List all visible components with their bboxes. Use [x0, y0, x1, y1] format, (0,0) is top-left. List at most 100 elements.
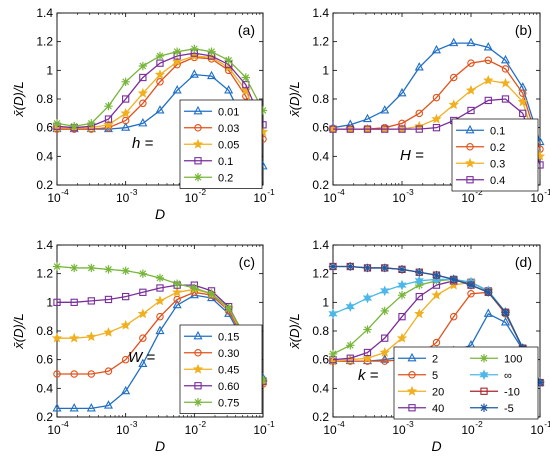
data-point	[518, 89, 527, 98]
data-point	[381, 125, 389, 133]
x-tick-exponent: -3	[406, 419, 414, 429]
legend-box	[393, 346, 539, 420]
data-point	[70, 298, 78, 306]
data-point	[448, 99, 459, 110]
x-tick-exponent: -2	[199, 419, 207, 429]
data-point	[346, 262, 355, 271]
data-point	[53, 370, 61, 378]
legend-entry: 0.60	[184, 381, 239, 393]
legend-label: 0.4	[490, 175, 505, 187]
data-point	[172, 85, 182, 94]
y-tick-label: 0.2	[36, 178, 53, 192]
data-point	[500, 317, 510, 326]
data-point	[258, 106, 268, 115]
legend-label: 0.1	[490, 125, 505, 137]
data-point	[432, 338, 441, 347]
legend-box	[451, 118, 539, 192]
data-point	[363, 348, 372, 357]
data-point	[414, 308, 425, 319]
data-point	[103, 327, 114, 337]
x-tick-label: 10	[392, 423, 406, 437]
data-point	[363, 125, 372, 133]
data-point	[465, 85, 477, 95]
legend-marker	[464, 157, 476, 168]
legend-title: H =	[400, 147, 424, 164]
panel-b: 0.20.40.60.811.21.410 -4 10 -3 10 -2 10 -1x̄(D)…	[287, 6, 550, 205]
y-tick-label: 1.4	[312, 238, 329, 252]
legend: 0.15 0.30 0.45 0.60 0.75	[179, 324, 263, 414]
legend-entry: 0.2	[456, 142, 505, 154]
data-point	[380, 105, 390, 114]
y-tick-label: 0.8	[36, 92, 53, 106]
legend-label: 20	[432, 386, 444, 398]
data-point	[241, 73, 251, 82]
x-tick-exponent: -4	[61, 187, 69, 197]
x-tick-label: 10	[323, 423, 337, 437]
data-point	[346, 125, 354, 133]
y-tick-label: 0.6	[312, 121, 329, 135]
data-point	[138, 118, 148, 127]
series-0.4	[329, 95, 544, 169]
data-point	[381, 334, 389, 342]
data-point	[207, 47, 216, 56]
y-tick-label: 1.2	[312, 267, 329, 281]
data-point	[517, 96, 528, 107]
data-point	[346, 341, 355, 350]
legend-title: W =	[128, 349, 155, 366]
y-tick-label: 1	[322, 295, 329, 309]
data-point	[501, 65, 510, 73]
data-point	[380, 263, 389, 273]
data-point	[414, 275, 424, 287]
data-point	[156, 78, 164, 86]
legend-entry: 0.30	[184, 348, 239, 360]
panel-d: 0.20.40.60.811.21.410 -4 10 -3 10 -2 10 -1Dx̄(D…	[287, 238, 550, 454]
x-tick-label: 10	[185, 191, 199, 205]
legend-label: -5	[504, 403, 514, 415]
data-point	[104, 115, 113, 123]
x-tick-label: 10	[185, 423, 199, 437]
data-point	[104, 265, 113, 274]
x-tick-exponent: -1	[544, 419, 550, 429]
data-point	[121, 355, 130, 364]
legend-label: 0.45	[218, 364, 239, 376]
data-point	[467, 106, 475, 115]
data-point	[189, 69, 199, 78]
x-axis-label: D	[431, 438, 441, 454]
legend-label: 0.75	[218, 397, 239, 409]
legend: 0.01 0.03 0.05 0.1 0.2	[179, 99, 263, 189]
x-tick-exponent: -4	[337, 419, 345, 429]
legend-entry: 0.2	[184, 172, 233, 184]
legend-entry: 40	[398, 403, 444, 415]
panel-a: 0.20.40.60.811.21.410 -4 10 -3 10 -2 10 -1Dx̄(D…	[11, 6, 275, 222]
data-point	[104, 295, 113, 304]
x-tick-label: 10	[461, 423, 475, 437]
legend-marker	[408, 370, 416, 379]
data-point	[207, 70, 217, 80]
data-point	[104, 101, 113, 111]
legend-label: 0.03	[218, 123, 239, 135]
legend-marker	[193, 105, 203, 115]
series-0.75	[52, 262, 268, 384]
legend-label: 0.1	[218, 156, 233, 168]
data-point	[69, 403, 79, 412]
legend-label: 0.01	[218, 106, 239, 118]
data-point	[53, 298, 61, 306]
y-tick-label: 1	[46, 63, 53, 77]
data-point	[121, 116, 130, 125]
legend-label: -10	[504, 386, 520, 398]
data-point	[380, 285, 390, 297]
y-tick-label: 0.4	[312, 149, 329, 163]
legend-marker	[194, 157, 202, 165]
x-tick-label: 10	[116, 191, 130, 205]
legend-marker	[466, 176, 474, 184]
data-point	[138, 358, 148, 368]
data-point	[138, 269, 148, 278]
data-point	[397, 265, 407, 274]
legend-marker	[193, 173, 203, 182]
legend-label: 40	[432, 403, 444, 415]
panel-label: (c)	[239, 254, 255, 270]
data-point	[467, 59, 475, 67]
data-point	[189, 289, 199, 299]
data-point	[69, 263, 79, 273]
